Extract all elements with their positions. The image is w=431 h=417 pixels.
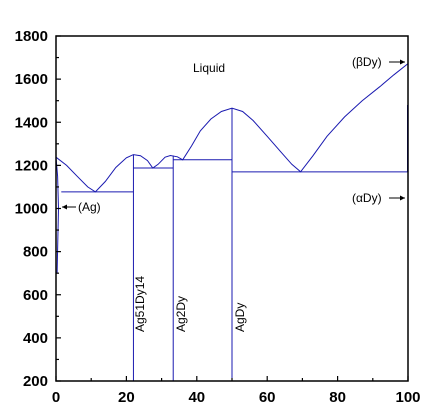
compound-label-agdy: AgDy [233,303,247,332]
alpha-dy-arrowhead [400,195,405,201]
x-tick-label: 80 [329,389,346,406]
phase-boundaries [55,63,409,381]
x-tick-label: 60 [259,389,276,406]
y-tick-label: 1800 [15,28,48,45]
plot-frame [55,35,409,382]
x-tick-label: 40 [188,389,205,406]
y-tick-label: 200 [23,373,48,390]
y-tick-label: 1200 [15,157,48,174]
y-tick-label: 600 [23,287,48,304]
liquid-label: Liquid [193,61,225,75]
tick-labels: 0 20 40 60 80 100 200 400 600 800 1000 1200 1400 1600… [15,28,421,406]
y-tick-label: 1000 [15,201,48,218]
y-tick-label: 800 [23,244,48,261]
beta-dy-label: (βDy) [352,55,382,69]
x-tick-label: 100 [395,389,420,406]
compound-label-ag2dy: Ag2Dy [174,296,188,332]
liquidus-curve [55,63,409,193]
compound-label-ag51dy14: Ag51Dy14 [133,276,147,332]
x-tick-label: 0 [52,389,60,406]
y-tick-label: 400 [23,330,48,347]
alpha-dy-label: (αDy) [352,191,382,205]
y-tick-label: 1600 [15,71,48,88]
ag-phase-arrowhead [62,204,67,210]
x-tick-label: 20 [118,389,135,406]
beta-dy-arrowhead [400,59,405,65]
ag-phase-label: (Ag) [78,200,101,214]
y-tick-label: 1400 [15,114,48,131]
